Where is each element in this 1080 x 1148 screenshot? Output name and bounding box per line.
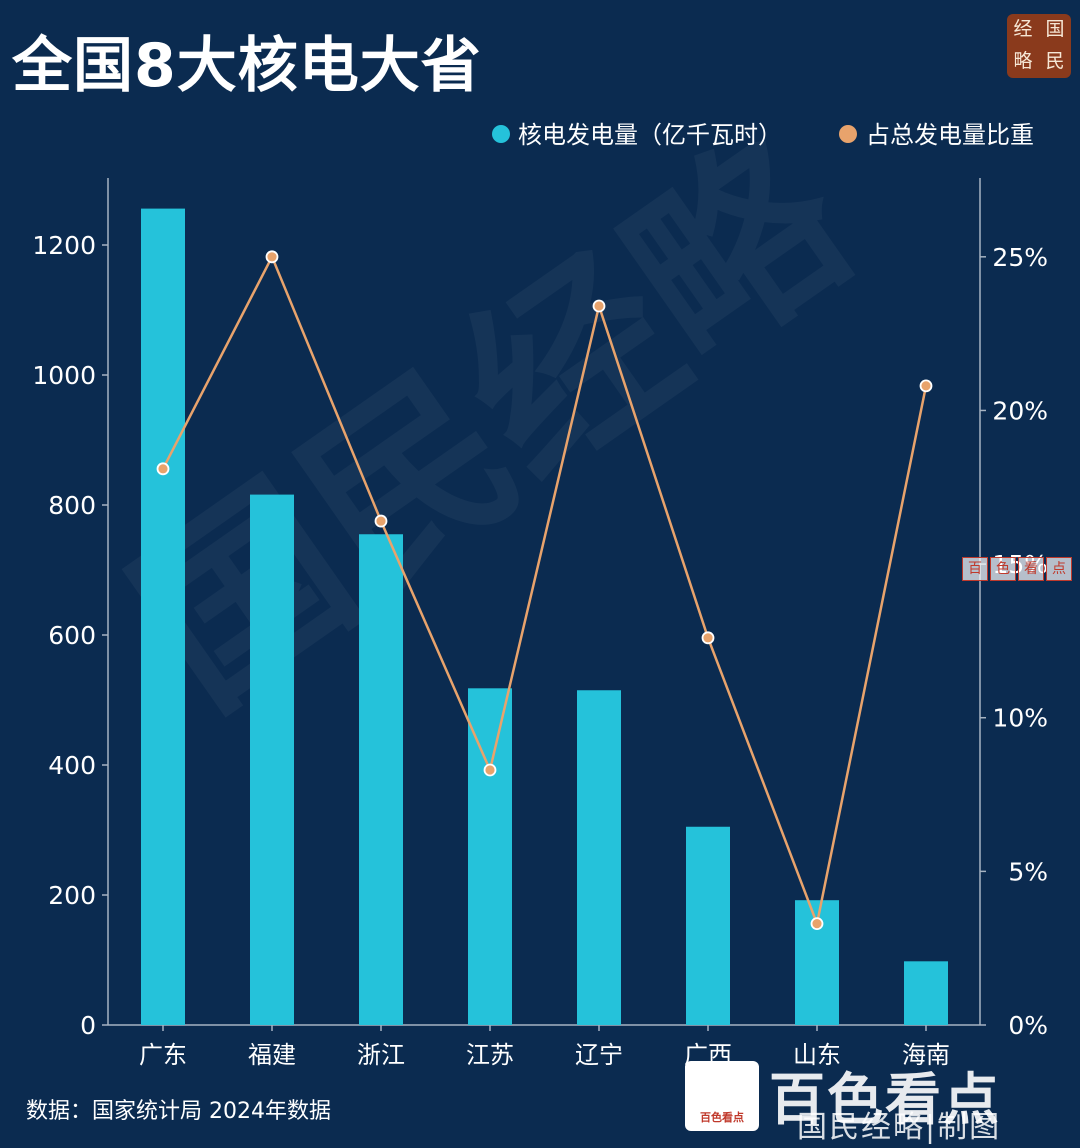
bar-series bbox=[141, 208, 948, 1026]
line-point bbox=[156, 462, 170, 476]
line-point bbox=[701, 631, 715, 645]
stamp-watermark: 百 色 看 点 bbox=[962, 557, 1072, 581]
line-point bbox=[919, 379, 933, 393]
chart-legend: 核电发电量（亿千瓦时） 占总发电量比重 bbox=[492, 121, 1034, 149]
bar bbox=[250, 494, 294, 1026]
logo-char: 国 bbox=[1045, 18, 1065, 40]
line-path bbox=[161, 253, 928, 929]
left-tick-label: 400 bbox=[48, 751, 96, 780]
bar bbox=[468, 688, 512, 1025]
left-tick-label: 200 bbox=[48, 881, 96, 910]
x-tick-label: 广东 bbox=[139, 1041, 187, 1069]
data-source: 数据：国家统计局 2024年数据 bbox=[26, 1099, 331, 1124]
line-point bbox=[265, 250, 279, 264]
bar bbox=[359, 534, 403, 1025]
x-tick-label: 浙江 bbox=[357, 1041, 405, 1069]
line-series bbox=[156, 250, 933, 930]
credit: 国民经略|制图 bbox=[797, 1110, 1002, 1145]
legend-label-bar: 核电发电量（亿千瓦时） bbox=[518, 121, 782, 149]
stamp-char: 色 bbox=[990, 557, 1016, 581]
stamp-char: 看 bbox=[1018, 557, 1044, 581]
bar bbox=[904, 961, 948, 1025]
logo-char: 民 bbox=[1045, 50, 1065, 72]
brand-logo: 经 国 略 民 bbox=[1007, 14, 1071, 78]
right-tick-label: 25% bbox=[992, 243, 1048, 272]
x-tick-label: 辽宁 bbox=[575, 1041, 623, 1069]
right-tick-label: 20% bbox=[992, 396, 1048, 425]
left-tick-label: 1200 bbox=[32, 231, 96, 260]
x-axis-labels: 广东 福建 浙江 江苏 辽宁 广西 山东 海南 bbox=[139, 1025, 950, 1069]
legend-marker-line bbox=[839, 125, 857, 143]
line-point bbox=[374, 514, 388, 528]
line-point bbox=[483, 763, 497, 777]
right-tick-label: 5% bbox=[1008, 857, 1048, 886]
x-tick-label: 山东 bbox=[793, 1041, 841, 1069]
bar bbox=[577, 690, 621, 1025]
legend-label-line: 占总发电量比重 bbox=[866, 121, 1034, 149]
bar bbox=[686, 826, 730, 1025]
corner-badge: 百色看点 bbox=[685, 1060, 759, 1131]
left-tick-label: 800 bbox=[48, 491, 96, 520]
x-tick-label: 江苏 bbox=[466, 1041, 514, 1069]
page-title: 全国8大核电大省 bbox=[12, 31, 482, 101]
line-point bbox=[810, 917, 824, 930]
corner-watermark: 百色看点 百色看点 bbox=[685, 1055, 1001, 1136]
left-tick-label: 600 bbox=[48, 621, 96, 650]
logo-char: 略 bbox=[1013, 50, 1033, 72]
left-tick-label: 0 bbox=[80, 1011, 96, 1040]
right-tick-label: 0% bbox=[1008, 1011, 1048, 1040]
x-tick-label: 福建 bbox=[248, 1041, 296, 1069]
legend-marker-bar bbox=[492, 125, 510, 143]
left-tick-label: 1000 bbox=[32, 361, 96, 390]
stamp-char: 点 bbox=[1046, 557, 1072, 581]
line-point bbox=[592, 299, 606, 313]
logo-char: 经 bbox=[1013, 18, 1033, 40]
stamp-char: 百 bbox=[962, 557, 988, 581]
bar bbox=[141, 208, 185, 1026]
x-tick-label: 海南 bbox=[902, 1041, 950, 1069]
right-tick-label: 10% bbox=[992, 704, 1048, 733]
corner-text: 百色看点 bbox=[769, 1068, 1001, 1133]
